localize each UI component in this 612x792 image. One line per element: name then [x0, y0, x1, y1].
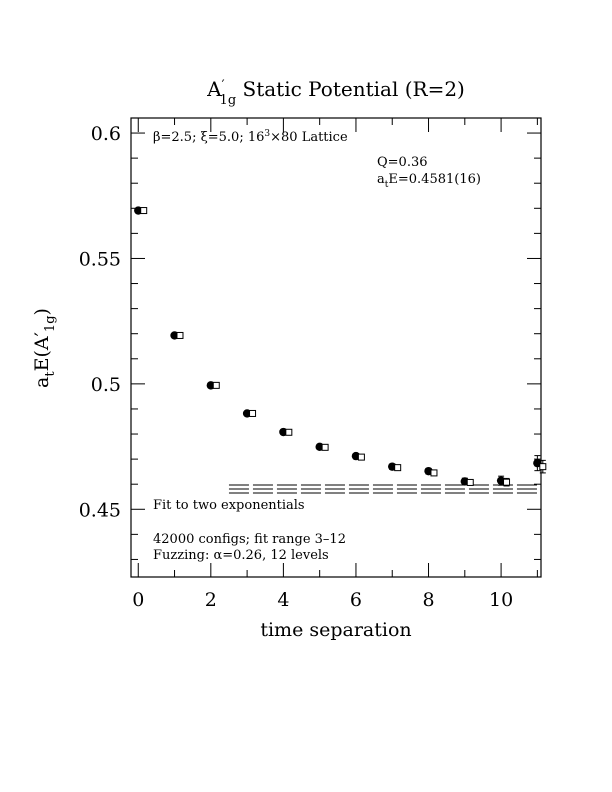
- data-point-square: [394, 464, 402, 472]
- y-tick-label: 0.5: [91, 374, 121, 396]
- x-tick-label: 8: [422, 589, 434, 611]
- y-tick-label: 0.6: [91, 123, 121, 145]
- data-point-square: [285, 428, 293, 436]
- data-point-square: [249, 409, 257, 417]
- q-value: Q=0.36: [377, 155, 428, 170]
- chart-title: A′ 1g Static Potential (R=2): [206, 77, 465, 108]
- data-point-square: [539, 463, 547, 471]
- y-tick-label: 0.45: [79, 499, 121, 521]
- energy-value: atE=0.4581(16): [377, 172, 481, 190]
- svg-text:atE(A′1g): atE(A′1g): [31, 308, 58, 388]
- data-point-square: [430, 469, 438, 477]
- data-point-square: [321, 443, 329, 451]
- configs-label: 42000 configs; fit range 3–12: [153, 532, 346, 547]
- data-point-square: [140, 207, 148, 215]
- y-tick-label: 0.55: [79, 248, 121, 270]
- data-point-square: [176, 331, 184, 339]
- y-axis-label: atE(A′1g): [31, 308, 58, 388]
- data-point-square: [466, 478, 474, 486]
- lattice-annotation: β=2.5; ξ=5.0; 163×80 Lattice: [153, 129, 348, 145]
- x-tick-label: 2: [205, 589, 217, 611]
- data-point-square: [357, 453, 365, 461]
- x-axis-label: time separation: [260, 619, 411, 641]
- x-tick-label: 4: [277, 589, 289, 611]
- x-tick-label: 10: [489, 589, 513, 611]
- data-point-square: [503, 478, 511, 486]
- tick-labels: 0 2 4 6 8 10 0.45 0.5 0.55 0.6: [79, 123, 513, 611]
- fuzzing-label: Fuzzing: α=0.26, 12 levels: [153, 548, 329, 563]
- axis-ticks: [131, 118, 541, 577]
- x-tick-label: 0: [132, 589, 144, 611]
- x-tick-label: 6: [350, 589, 362, 611]
- data-points: [134, 206, 547, 487]
- fit-label: Fit to two exponentials: [153, 498, 305, 513]
- data-point-square: [212, 381, 220, 389]
- plot-frame: [130, 117, 542, 578]
- fit-band: [228, 484, 541, 494]
